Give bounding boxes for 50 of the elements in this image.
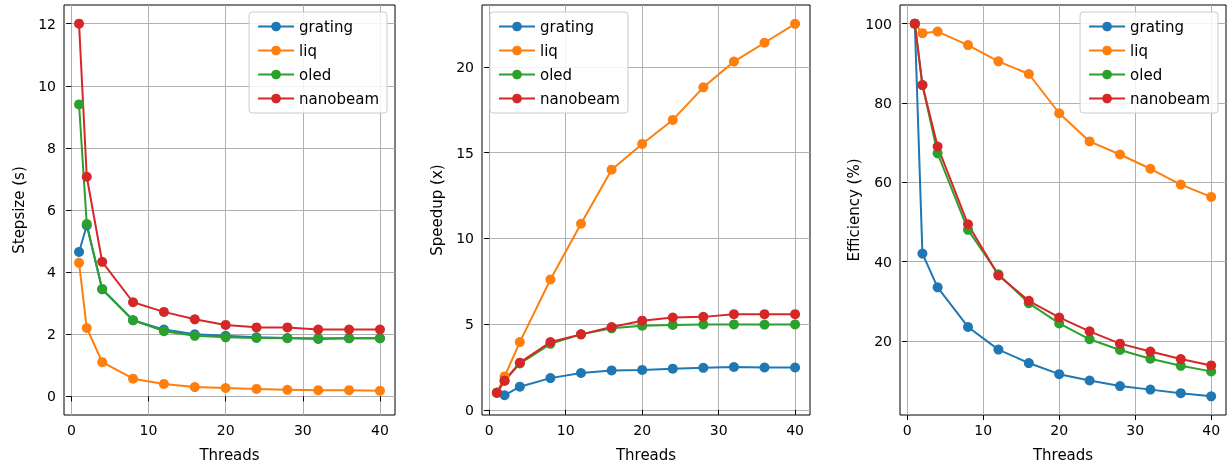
x-tick-label: 40 xyxy=(1202,422,1221,438)
x-tick-label: 0 xyxy=(66,422,76,438)
x-tick-label: 10 xyxy=(556,422,575,438)
x-tick-label: 10 xyxy=(139,422,158,438)
y-tick-label: 100 xyxy=(865,15,892,32)
legend-label: oled xyxy=(299,65,332,84)
x-tick-label: 0 xyxy=(484,422,494,438)
y-tick-label: 20 xyxy=(874,332,892,349)
x-tick-label: 20 xyxy=(633,422,652,438)
y-tick-label: 20 xyxy=(456,58,474,75)
y-axis-title: Efficiency (%) xyxy=(844,158,863,262)
legend-label: nanobeam xyxy=(540,89,620,108)
x-tick-label: 20 xyxy=(216,422,235,438)
legend-label: oled xyxy=(1130,65,1163,84)
y-tick-label: 8 xyxy=(47,139,56,156)
x-tick-label: 10 xyxy=(974,422,993,438)
legend-label: oled xyxy=(540,65,573,84)
legend-label: liq xyxy=(299,41,317,60)
x-tick-label: 0 xyxy=(902,422,912,438)
y-axis-title: Speedup (x) xyxy=(427,164,446,256)
legend-label: liq xyxy=(1130,41,1148,60)
y-tick-label: 5 xyxy=(465,316,474,333)
x-tick-label: 30 xyxy=(293,422,312,438)
legend-label: grating xyxy=(299,17,354,36)
y-tick-label: 2 xyxy=(47,326,56,343)
y-tick-label: 10 xyxy=(38,77,56,94)
x-axis-title: Threads xyxy=(198,445,260,464)
legend-label: nanobeam xyxy=(299,89,379,108)
y-tick-label: 60 xyxy=(874,174,892,191)
x-tick-label: 40 xyxy=(371,422,389,438)
x-axis-title: Threads xyxy=(614,445,677,464)
y-tick-label: 10 xyxy=(456,230,474,247)
y-tick-label: 6 xyxy=(47,202,57,218)
legend-label: liq xyxy=(540,41,558,60)
x-tick-label: 30 xyxy=(1126,422,1145,438)
x-axis-title: Threads xyxy=(1031,445,1094,464)
legend-label: nanobeam xyxy=(1130,89,1210,108)
y-tick-label: 0 xyxy=(47,388,56,405)
x-tick-label: 20 xyxy=(1050,422,1069,438)
y-tick-label: 12 xyxy=(38,15,56,32)
y-tick-label: 0 xyxy=(465,401,474,418)
y-tick-label: 15 xyxy=(456,144,474,161)
y-tick-label: 80 xyxy=(874,94,892,111)
legend-label: grating xyxy=(540,17,594,36)
x-tick-label: 30 xyxy=(709,422,728,438)
x-tick-label: 40 xyxy=(786,422,804,438)
y-axis-title: Stepsize (s) xyxy=(9,166,28,254)
y-tick-label: 40 xyxy=(874,253,892,270)
legend-label: grating xyxy=(1130,17,1185,36)
y-tick-label: 4 xyxy=(47,264,57,281)
